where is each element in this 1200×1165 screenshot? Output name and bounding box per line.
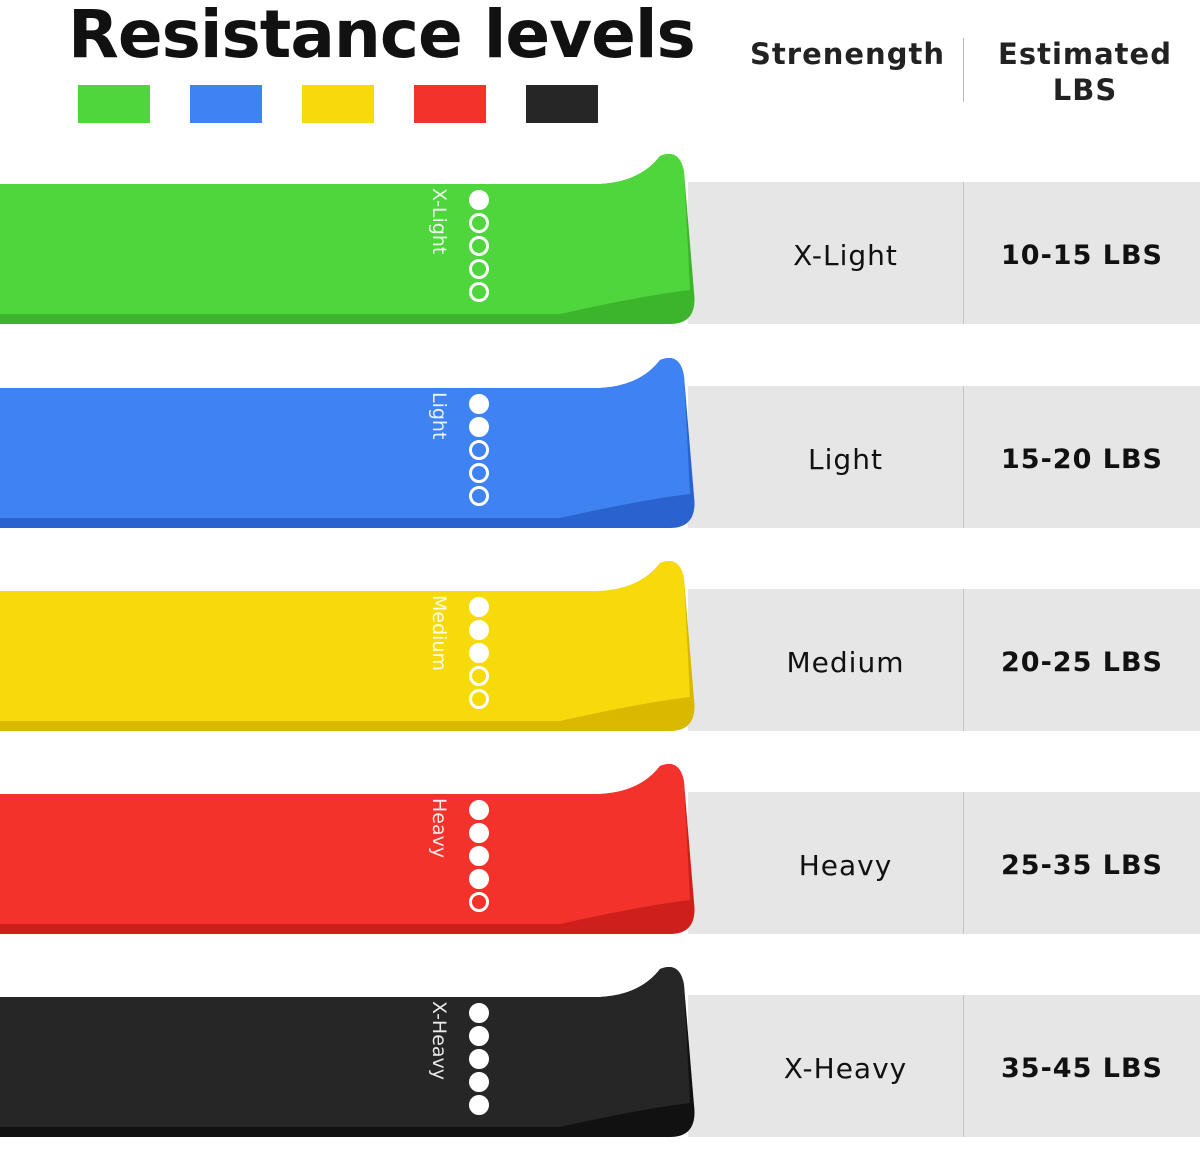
resistance-band: Medium [0, 559, 700, 744]
empty-dot-icon [469, 666, 489, 686]
level-dots [469, 190, 491, 305]
band-shape [0, 561, 695, 731]
level-row: X-Light 10-15 LBS [688, 182, 1200, 324]
lbs-header: Estimated LBS [998, 37, 1172, 107]
strength-value: X-Light [793, 239, 898, 272]
resistance-band: Heavy [0, 762, 700, 947]
level-row: Medium 20-25 LBS [688, 589, 1200, 731]
filled-dot-icon [469, 1049, 489, 1069]
filled-dot-icon [469, 869, 489, 889]
column-divider [963, 792, 964, 934]
filled-dot-icon [469, 1072, 489, 1092]
band-shape [0, 358, 695, 528]
lbs-value: 15-20 LBS [1001, 444, 1163, 475]
level-dots [469, 800, 491, 915]
band-label: Heavy [428, 798, 450, 859]
strength-value: Light [808, 443, 883, 476]
header-divider [963, 38, 964, 102]
strength-header: Strenength [750, 37, 945, 71]
filled-dot-icon [469, 1003, 489, 1023]
filled-dot-icon [469, 1095, 489, 1115]
column-divider [963, 386, 964, 528]
band-label: Light [428, 392, 450, 440]
band-label: Medium [428, 595, 450, 671]
column-divider [963, 589, 964, 731]
strength-value: Heavy [798, 849, 893, 882]
lbs-value: 25-35 LBS [1001, 850, 1163, 881]
level-dots [469, 394, 491, 509]
filled-dot-icon [469, 417, 489, 437]
filled-dot-icon [469, 1026, 489, 1046]
color-swatch [190, 85, 262, 123]
empty-dot-icon [469, 440, 489, 460]
band-label: X-Heavy [428, 1001, 450, 1081]
filled-dot-icon [469, 620, 489, 640]
filled-dot-icon [469, 846, 489, 866]
empty-dot-icon [469, 282, 489, 302]
band-shape [0, 967, 695, 1137]
color-swatch [302, 85, 374, 123]
band-shape [0, 764, 695, 934]
empty-dot-icon [469, 259, 489, 279]
resistance-band: X-Heavy [0, 965, 700, 1150]
filled-dot-icon [469, 823, 489, 843]
level-dots [469, 597, 491, 712]
level-row: X-Heavy 35-45 LBS [688, 995, 1200, 1137]
band-shape [0, 154, 695, 324]
color-swatch [78, 85, 150, 123]
lbs-value: 10-15 LBS [1001, 240, 1163, 271]
filled-dot-icon [469, 394, 489, 414]
filled-dot-icon [469, 597, 489, 617]
filled-dot-icon [469, 643, 489, 663]
level-dots [469, 1003, 491, 1118]
color-swatch [526, 85, 598, 123]
filled-dot-icon [469, 190, 489, 210]
lbs-value: 20-25 LBS [1001, 647, 1163, 678]
lbs-value: 35-45 LBS [1001, 1053, 1163, 1084]
column-divider [963, 182, 964, 324]
resistance-band: X-Light [0, 152, 700, 337]
empty-dot-icon [469, 236, 489, 256]
empty-dot-icon [469, 463, 489, 483]
empty-dot-icon [469, 486, 489, 506]
resistance-band: Light [0, 356, 700, 541]
strength-value: X-Heavy [783, 1052, 908, 1085]
filled-dot-icon [469, 800, 489, 820]
column-divider [963, 995, 964, 1137]
color-swatch [414, 85, 486, 123]
strength-value: Medium [786, 646, 905, 679]
page-title: Resistance levels [68, 0, 696, 73]
band-label: X-Light [428, 188, 450, 255]
level-row: Light 15-20 LBS [688, 386, 1200, 528]
empty-dot-icon [469, 689, 489, 709]
empty-dot-icon [469, 213, 489, 233]
level-row: Heavy 25-35 LBS [688, 792, 1200, 934]
empty-dot-icon [469, 892, 489, 912]
